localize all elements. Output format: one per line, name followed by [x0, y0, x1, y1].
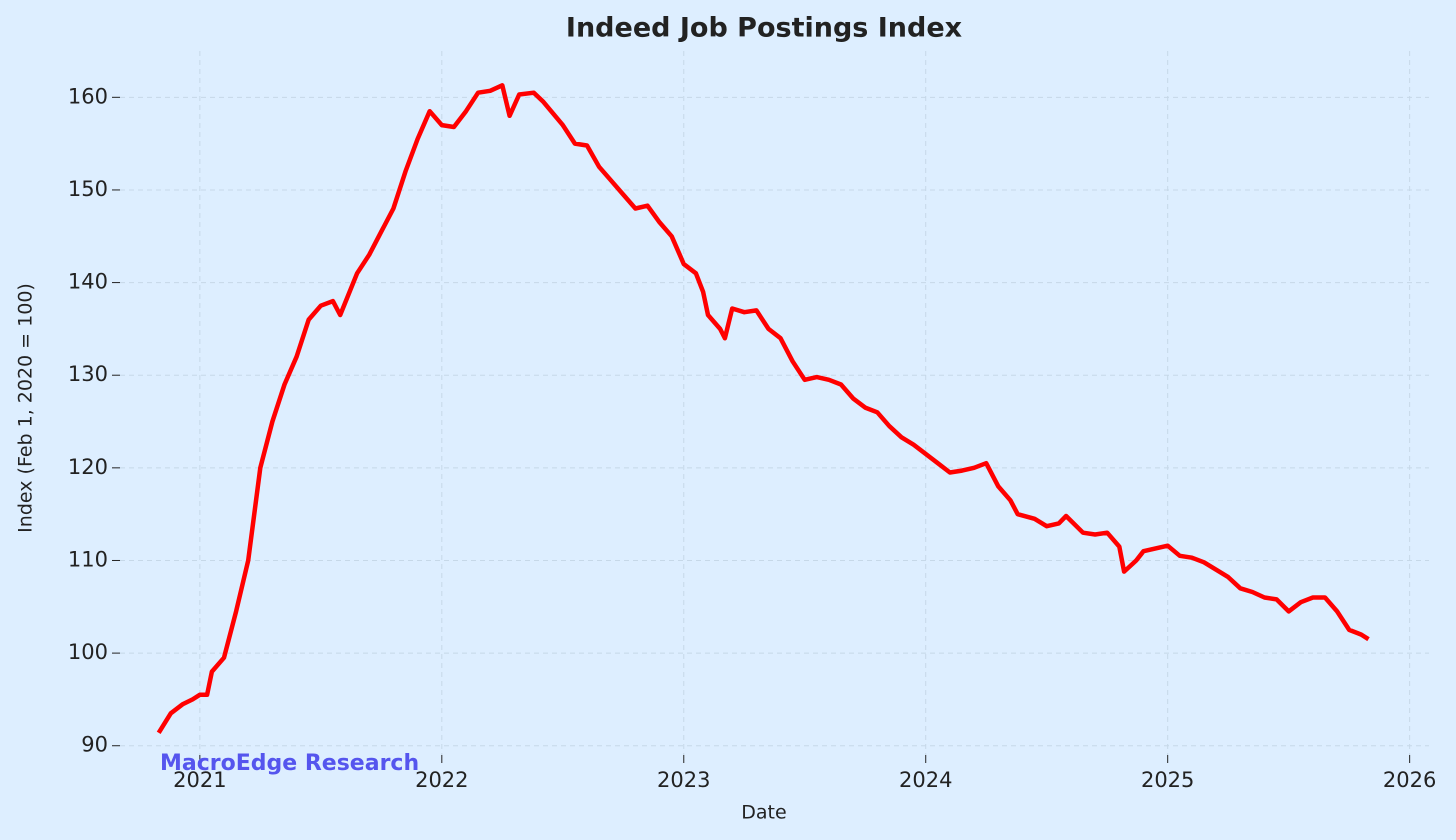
x-tick-label: 2024 — [899, 768, 952, 792]
y-tick-label: 130 — [68, 362, 108, 386]
chart-title: Indeed Job Postings Index — [566, 13, 962, 44]
y-axis-label: Index (Feb 1, 2020 = 100) — [15, 283, 37, 533]
x-tick-label: 2026 — [1383, 768, 1436, 792]
x-tick-label: 2021 — [173, 768, 226, 792]
y-tick-label: 160 — [68, 84, 108, 108]
y-tick-label: 90 — [81, 733, 108, 757]
x-tick-label: 2025 — [1141, 768, 1194, 792]
y-tick-label: 120 — [68, 455, 108, 479]
watermark: MacroEdge Research — [160, 751, 419, 776]
y-tick-label: 100 — [68, 640, 108, 664]
x-axis-label: Date — [741, 802, 786, 824]
y-tick-label: 140 — [68, 270, 108, 294]
data-line — [156, 83, 1370, 734]
x-tick-label: 2022 — [415, 768, 468, 792]
x-tick-label: 2023 — [657, 768, 710, 792]
y-tick-label: 150 — [68, 177, 108, 201]
y-tick-label: 110 — [68, 547, 108, 571]
